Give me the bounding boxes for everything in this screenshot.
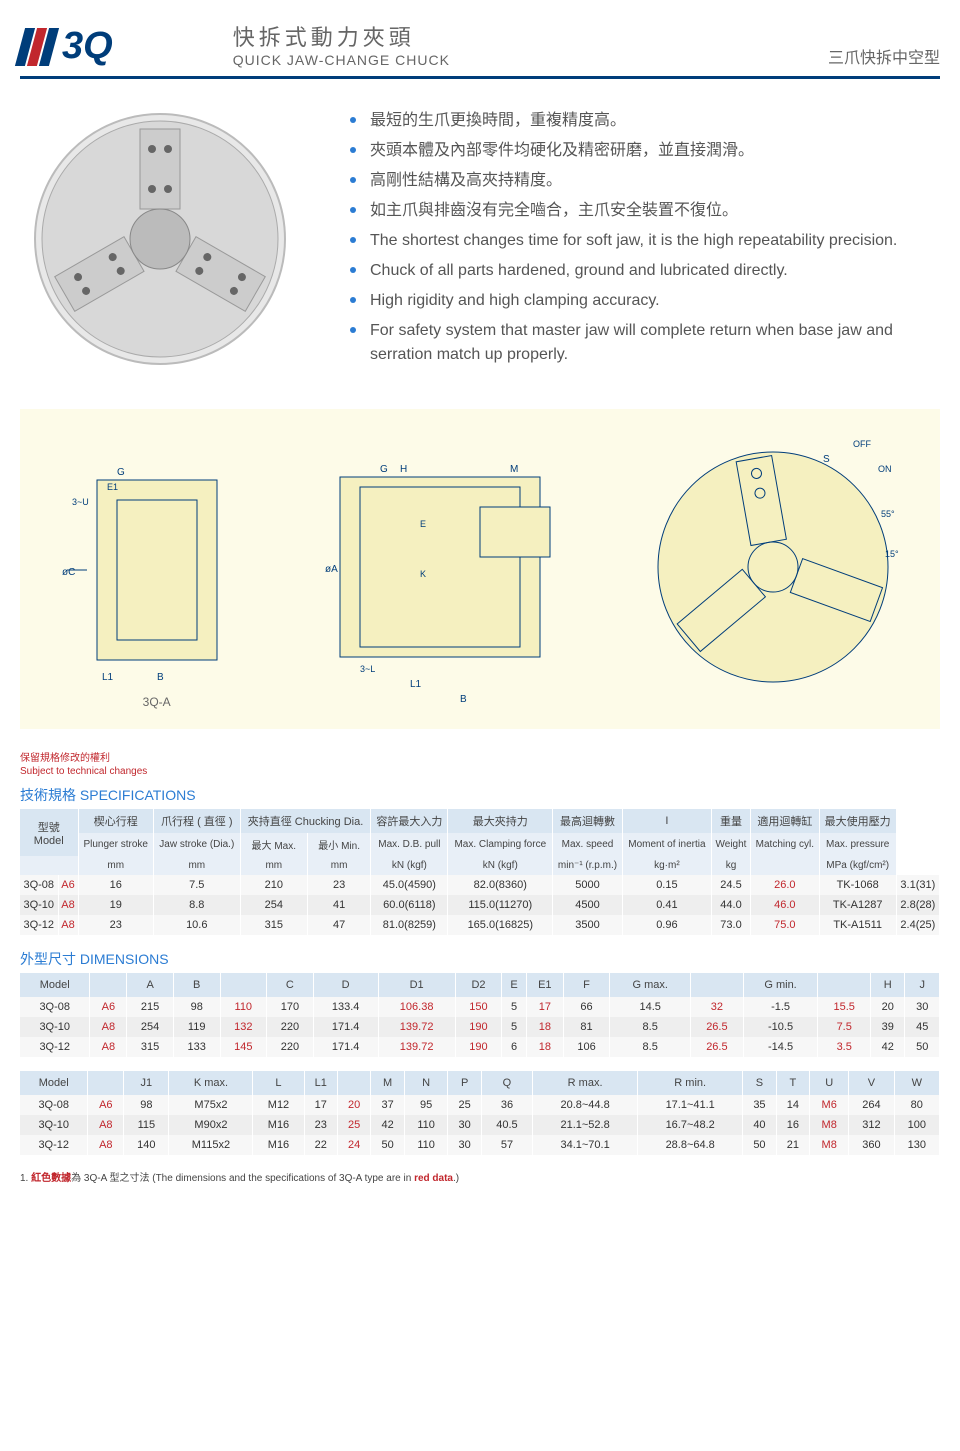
bullet-icon: [350, 237, 356, 243]
dim-table-1: ModelABCDD1D2EE1FG max.G min.HJ 3Q-08A62…: [20, 973, 940, 1057]
note-reserve-zh: 保留規格修改的權利: [20, 749, 940, 764]
bullet-text: 高剛性結構及高夾持精度。: [370, 169, 562, 193]
feature-bullet: 高剛性結構及高夾持精度。: [350, 169, 940, 193]
title-zh: 快拆式動力夾頭: [233, 20, 450, 52]
bullet-icon: [350, 207, 356, 213]
svg-text:øC: øC: [62, 567, 75, 578]
svg-text:G: G: [380, 464, 388, 475]
technical-drawings: øC G L1 B E1 3~U 3Q-A øA G H M E K 3~L: [20, 409, 940, 729]
feature-bullet: Chuck of all parts hardened, ground and …: [350, 259, 940, 283]
svg-text:15°: 15°: [885, 549, 899, 559]
bullet-text: Chuck of all parts hardened, ground and …: [370, 259, 788, 283]
dim-title: 外型尺寸 DIMENSIONS: [20, 949, 940, 969]
svg-text:L1: L1: [410, 679, 422, 690]
drawing-label-a: 3Q-A: [57, 695, 257, 709]
svg-text:øA: øA: [325, 564, 338, 575]
feature-bullet: 夾頭本體及內部零件均硬化及精密研磨，並直接潤滑。: [350, 139, 940, 163]
feature-list: 最短的生爪更換時間，重複精度高。夾頭本體及內部零件均硬化及精密研磨，並直接潤滑。…: [300, 99, 940, 379]
svg-text:55°: 55°: [881, 509, 895, 519]
bullet-text: For safety system that master jaw will c…: [370, 319, 940, 367]
page-header: 3Q 快拆式動力夾頭 QUICK JAW-CHANGE CHUCK 三爪快拆中空…: [20, 20, 940, 79]
feature-bullet: For safety system that master jaw will c…: [350, 319, 940, 367]
spec-title: 技術規格 SPECIFICATIONS: [20, 785, 940, 805]
svg-text:S: S: [823, 454, 830, 465]
logo-text: 3Q: [62, 25, 113, 68]
intro-section: 最短的生爪更換時間，重複精度高。夾頭本體及內部零件均硬化及精密研磨，並直接潤滑。…: [20, 99, 940, 379]
svg-text:OFF: OFF: [853, 439, 871, 449]
title-en: QUICK JAW-CHANGE CHUCK: [233, 52, 450, 68]
svg-text:B: B: [157, 672, 164, 683]
footnote: 1. 紅色數據為 3Q-A 型之寸法 (The dimensions and t…: [20, 1169, 940, 1184]
svg-text:K: K: [420, 569, 426, 579]
product-image: [20, 99, 300, 379]
logo: 3Q: [20, 25, 113, 68]
svg-text:3~U: 3~U: [72, 497, 89, 507]
svg-text:L1: L1: [102, 672, 114, 683]
dim-table-2: ModelJ1K max.LL1MNPQR max.R min.STUVW 3Q…: [20, 1071, 940, 1155]
bullet-text: The shortest changes time for soft jaw, …: [370, 229, 897, 253]
bullet-text: 夾頭本體及內部零件均硬化及精密研磨，並直接潤滑。: [370, 139, 754, 163]
spec-table: 型號Model楔心行程爪行程 ( 直徑 )夾持直徑 Chucking Dia.容…: [20, 809, 940, 935]
bullet-icon: [350, 267, 356, 273]
bullet-text: High rigidity and high clamping accuracy…: [370, 289, 660, 313]
bullet-icon: [350, 327, 356, 333]
bullet-icon: [350, 147, 356, 153]
svg-text:B: B: [460, 694, 467, 705]
bullet-text: 如主爪與排齒沒有完全嚙合，主爪安全裝置不復位。: [370, 199, 738, 223]
bullet-icon: [350, 297, 356, 303]
svg-text:E: E: [420, 519, 426, 529]
subtitle: 三爪快拆中空型: [828, 44, 940, 68]
feature-bullet: 最短的生爪更換時間，重複精度高。: [350, 109, 940, 133]
feature-bullet: High rigidity and high clamping accuracy…: [350, 289, 940, 313]
svg-text:3~L: 3~L: [360, 664, 375, 674]
svg-text:H: H: [400, 464, 407, 475]
svg-text:M: M: [510, 464, 518, 475]
title: 快拆式動力夾頭 QUICK JAW-CHANGE CHUCK: [233, 20, 450, 68]
svg-text:ON: ON: [878, 464, 892, 474]
bullet-icon: [350, 177, 356, 183]
bullet-icon: [350, 117, 356, 123]
note-reserve-en: Subject to technical changes: [20, 766, 940, 777]
feature-bullet: 如主爪與排齒沒有完全嚙合，主爪安全裝置不復位。: [350, 199, 940, 223]
svg-text:E1: E1: [107, 482, 118, 492]
svg-text:G: G: [117, 467, 125, 478]
feature-bullet: The shortest changes time for soft jaw, …: [350, 229, 940, 253]
bullet-text: 最短的生爪更換時間，重複精度高。: [370, 109, 626, 133]
